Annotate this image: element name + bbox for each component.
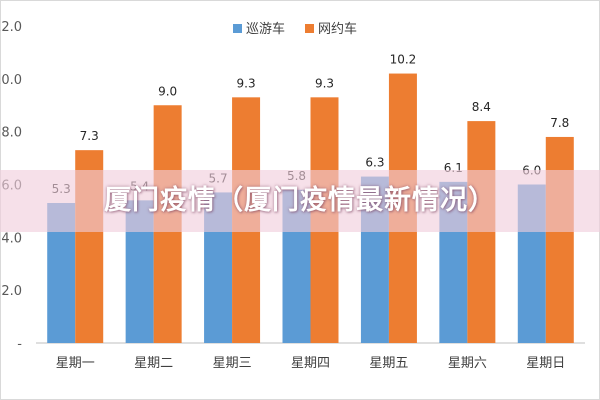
data-label: 8.4 — [472, 100, 491, 114]
x-tick-label: 星期四 — [291, 356, 330, 371]
y-tick-label: 12.0 — [0, 20, 22, 35]
x-tick-label: 星期日 — [526, 356, 565, 371]
legend-swatch — [233, 24, 242, 33]
data-label: 9.0 — [158, 84, 177, 98]
data-label: 6.3 — [365, 156, 384, 170]
x-tick-label: 星期一 — [56, 356, 95, 371]
watermark-text: 厦门疫情（厦门疫情最新情况） — [104, 185, 496, 216]
y-tick-label: 8.0 — [1, 126, 22, 141]
data-label: 7.3 — [80, 129, 99, 143]
x-tick-label: 星期五 — [369, 356, 408, 371]
data-label: 9.3 — [315, 76, 334, 90]
watermark-band — [0, 170, 600, 232]
legend-swatch — [305, 24, 314, 33]
legend-label: 网约车 — [318, 21, 357, 37]
x-tick-label: 星期三 — [213, 356, 252, 371]
y-tick-label: - — [17, 337, 22, 352]
y-tick-label: 2.0 — [1, 284, 22, 299]
bar — [545, 136, 574, 343]
data-label: 10.2 — [390, 53, 417, 67]
data-label: 7.8 — [550, 116, 569, 130]
x-tick-label: 星期二 — [134, 356, 173, 371]
x-tick-label: 星期六 — [448, 356, 487, 371]
y-tick-label: 10.0 — [0, 73, 22, 88]
data-label: 9.3 — [237, 76, 256, 90]
bar — [467, 121, 496, 343]
legend-label: 巡游车 — [246, 21, 285, 37]
y-tick-label: 4.0 — [1, 231, 22, 246]
legend: 巡游车 网约车 — [233, 21, 357, 37]
x-axis: 星期一 星期二 星期三 星期四 星期五 星期六 星期日 — [56, 356, 566, 371]
